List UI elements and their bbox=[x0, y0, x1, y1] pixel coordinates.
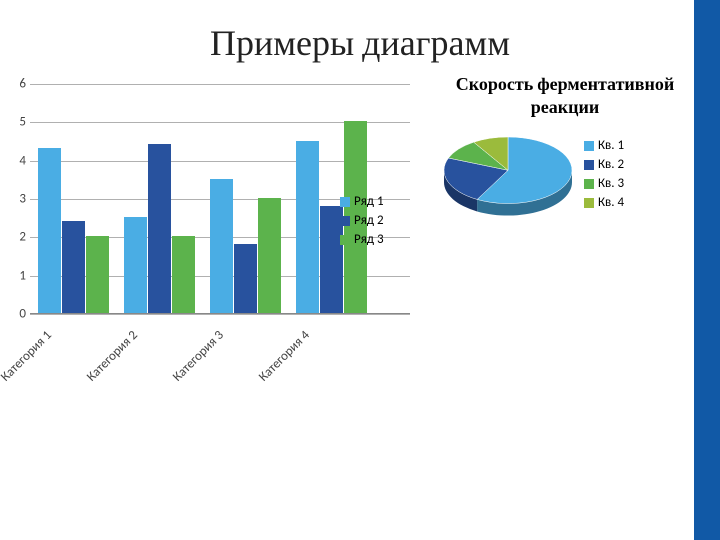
legend-item: Кв. 3 bbox=[584, 176, 624, 191]
bar bbox=[62, 221, 85, 313]
x-tick-label: Категория 3 bbox=[170, 328, 227, 385]
bar bbox=[124, 217, 147, 313]
bar bbox=[172, 236, 195, 313]
bar bbox=[86, 236, 109, 313]
y-tick-label: 6 bbox=[8, 77, 26, 92]
legend-item: Ряд 1 bbox=[340, 194, 384, 209]
accent-vertical-bar bbox=[694, 0, 720, 540]
bar bbox=[234, 244, 257, 313]
bar bbox=[296, 141, 319, 314]
legend-item: Кв. 2 bbox=[584, 157, 624, 172]
legend-swatch bbox=[584, 179, 594, 189]
bar bbox=[148, 144, 171, 313]
legend-item: Кв. 1 bbox=[584, 138, 624, 153]
legend-swatch bbox=[340, 197, 350, 207]
y-tick-label: 4 bbox=[8, 153, 26, 168]
bar bbox=[210, 179, 233, 313]
pie-chart-legend: Кв. 1 Кв. 2 Кв. 3 Кв. 4 bbox=[584, 138, 624, 214]
bar-group bbox=[38, 148, 110, 313]
legend-swatch bbox=[340, 216, 350, 226]
legend-swatch bbox=[584, 160, 594, 170]
legend-label: Кв. 4 bbox=[598, 195, 624, 210]
bar-chart-legend: Ряд 1 Ряд 2 Ряд 3 bbox=[340, 194, 384, 251]
bar bbox=[38, 148, 61, 313]
legend-label: Кв. 2 bbox=[598, 157, 624, 172]
bar bbox=[258, 198, 281, 313]
legend-item: Ряд 2 bbox=[340, 213, 384, 228]
legend-item: Кв. 4 bbox=[584, 195, 624, 210]
legend-label: Ряд 2 bbox=[354, 213, 384, 228]
pie-chart-canvas bbox=[440, 133, 576, 220]
legend-swatch bbox=[340, 235, 350, 245]
x-tick-label: Категория 1 bbox=[0, 328, 55, 385]
legend-swatch bbox=[584, 141, 594, 151]
page-title: Примеры диаграмм bbox=[0, 0, 720, 64]
legend-label: Ряд 3 bbox=[354, 232, 384, 247]
y-tick-label: 2 bbox=[8, 230, 26, 245]
y-tick-label: 1 bbox=[8, 268, 26, 283]
y-tick-label: 3 bbox=[8, 192, 26, 207]
x-tick-label: Категория 4 bbox=[256, 328, 313, 385]
pie-chart: Скорость ферментативной реакции Кв. 1Кв.… bbox=[440, 74, 690, 220]
pie-chart-title: Скорость ферментативной реакции bbox=[440, 74, 690, 119]
legend-swatch bbox=[584, 198, 594, 208]
legend-label: Ряд 1 bbox=[354, 194, 384, 209]
bar-chart: 0123456 Категория 1Категория 2Категория … bbox=[30, 84, 410, 394]
y-tick-label: 5 bbox=[8, 115, 26, 130]
y-tick-label: 0 bbox=[8, 307, 26, 322]
x-tick-label: Категория 2 bbox=[84, 328, 141, 385]
bar-group bbox=[124, 144, 196, 313]
legend-label: Кв. 1 bbox=[598, 138, 624, 153]
legend-label: Кв. 3 bbox=[598, 176, 624, 191]
legend-item: Ряд 3 bbox=[340, 232, 384, 247]
bar-group bbox=[210, 179, 282, 313]
